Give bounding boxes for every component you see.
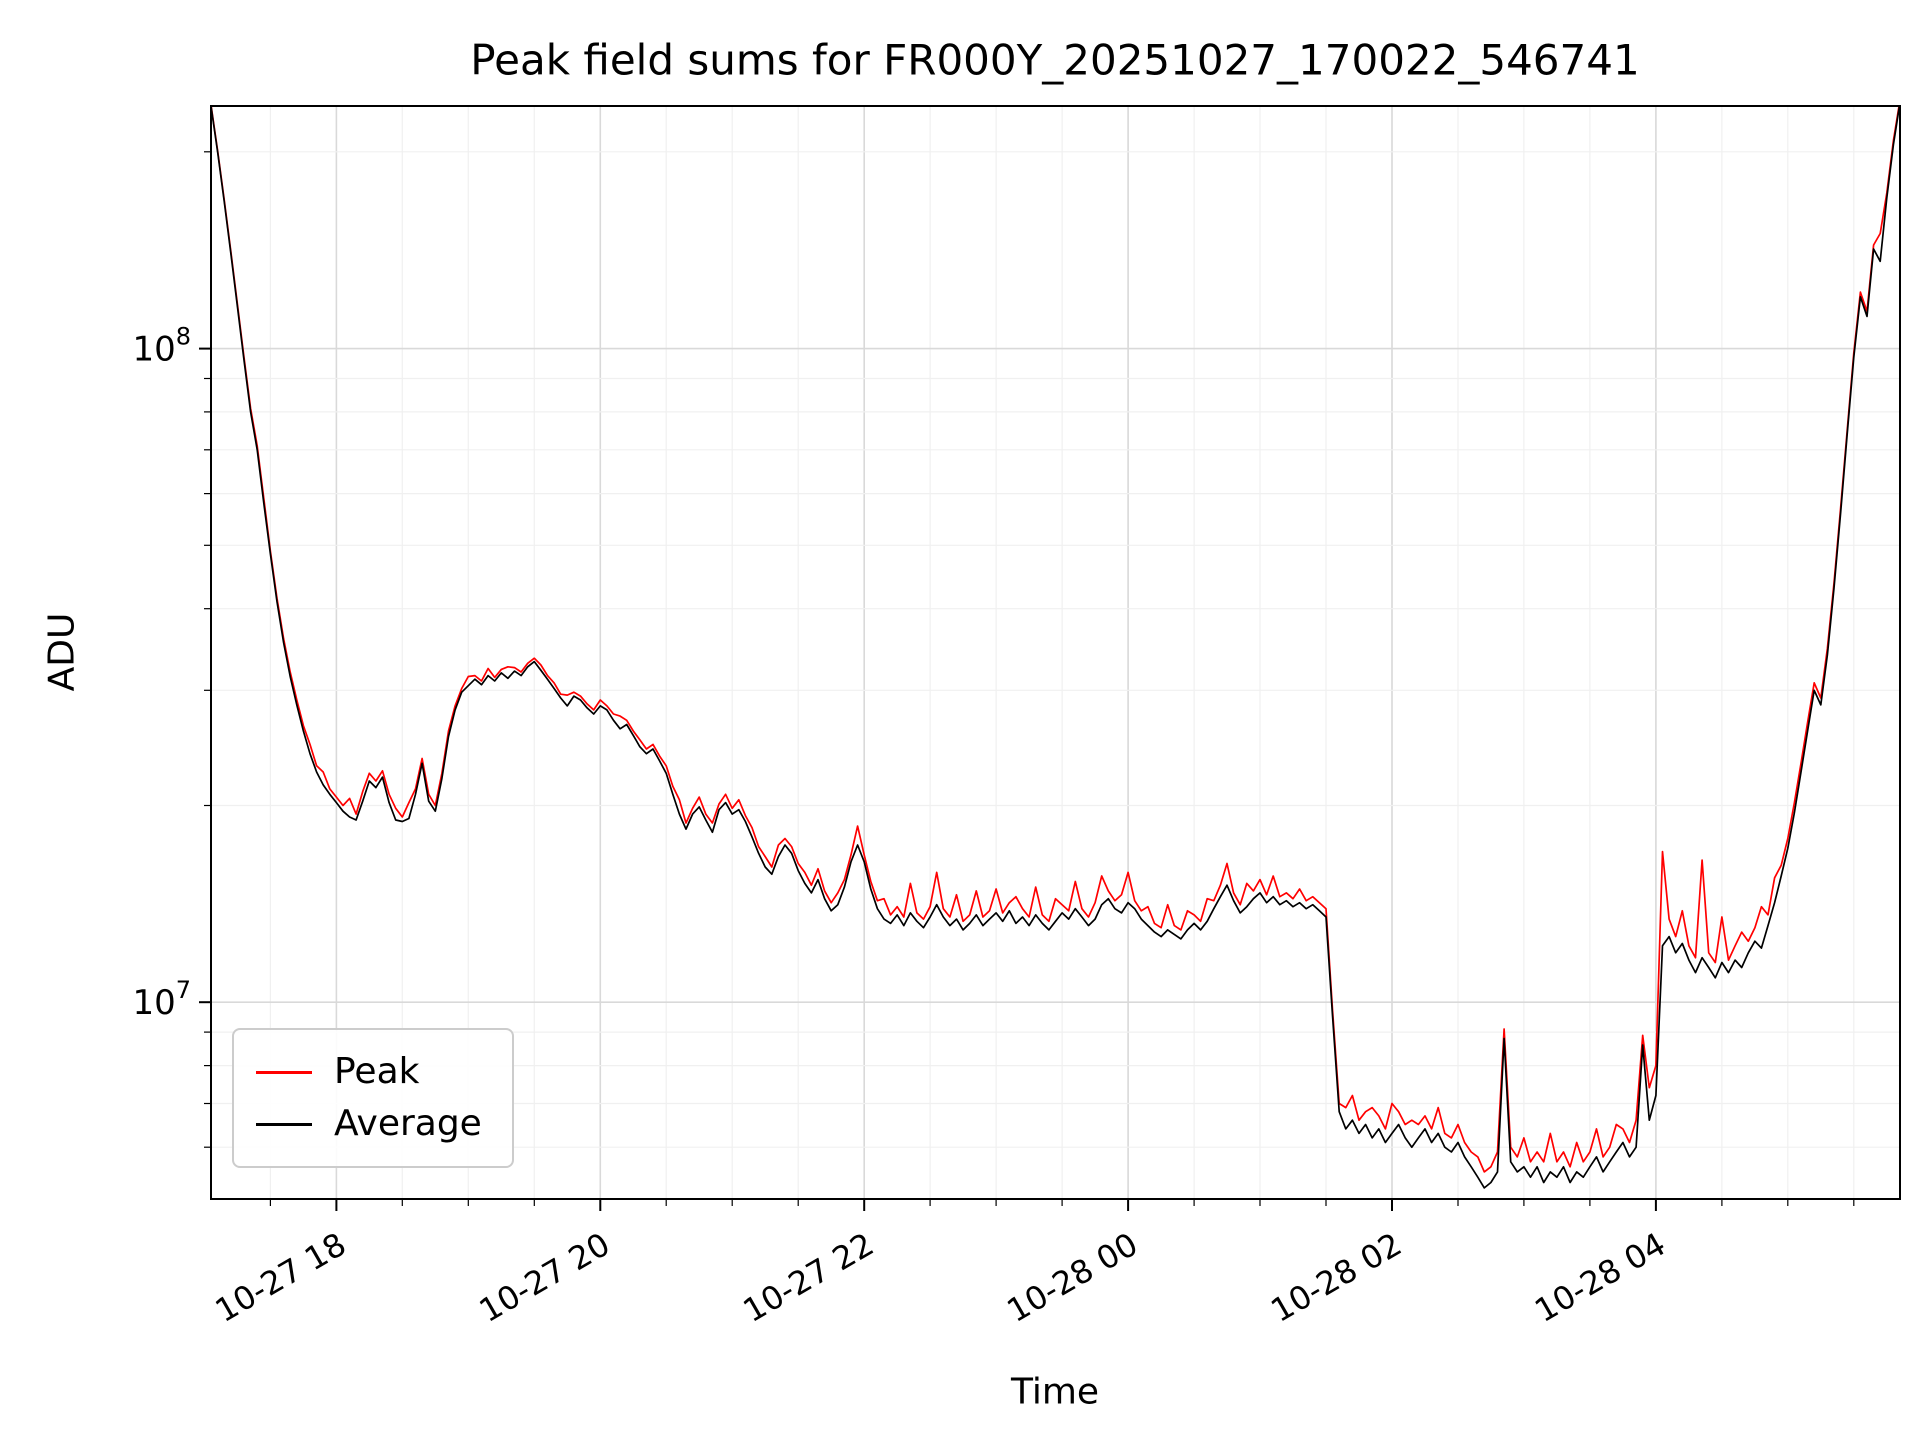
chart-title: Peak field sums for FR000Y_20251027_1700… <box>470 35 1640 85</box>
peak-line-sample <box>256 1070 312 1074</box>
y-axis-label: ADU <box>41 612 83 692</box>
peak-series-line <box>211 106 1900 1173</box>
tick-marks <box>199 151 1855 1211</box>
x-axis-label: Time <box>1010 1371 1100 1413</box>
legend-label: Peak <box>334 1051 420 1092</box>
average-line-sample <box>256 1122 312 1126</box>
legend-item-average: Average <box>256 1098 482 1150</box>
gridlines <box>211 106 1900 1199</box>
legend-item-peak: Peak <box>256 1046 482 1098</box>
axes-frame <box>210 105 1901 1200</box>
legend: Peak Average <box>232 1028 514 1168</box>
average-series-line <box>211 106 1900 1189</box>
legend-label: Average <box>334 1103 482 1144</box>
